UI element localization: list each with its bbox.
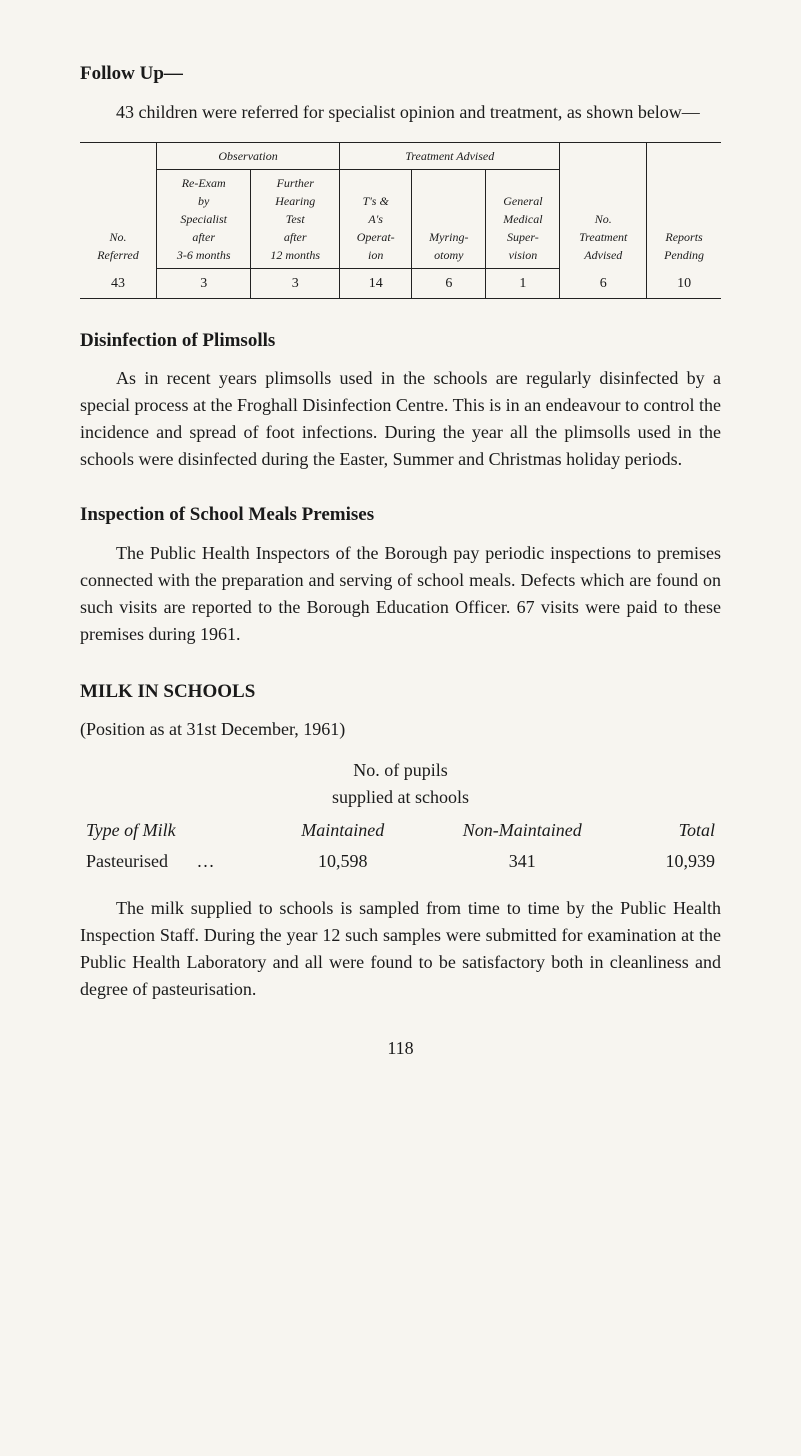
cell-reexam: 3 — [157, 268, 251, 298]
col-no-treatment: No. Treatment Advised — [560, 142, 647, 268]
col-myring: Myring- otomy — [412, 169, 486, 268]
col-reexam: Re-Exam by Specialist after 3-6 months — [157, 169, 251, 268]
para-intro: 43 children were referred for specialist… — [80, 99, 721, 126]
milk-dots: … — [196, 851, 214, 871]
milk-table: Type of Milk Maintained Non-Maintained T… — [80, 815, 721, 877]
para-inspection: The Public Health Inspectors of the Boro… — [80, 540, 721, 648]
heading-disinfection: Disinfection of Plimsolls — [80, 327, 721, 356]
col-general: General Medical Super- vision — [486, 169, 560, 268]
para-disinfection: As in recent years plimsolls used in the… — [80, 365, 721, 473]
cell-reports: 10 — [647, 268, 721, 298]
milk-col-total: Total — [618, 815, 721, 846]
milk-supply-caption: No. of pupils supplied at schools — [80, 757, 721, 811]
colgroup-observation: Observation — [157, 142, 340, 169]
cell-general: 1 — [486, 268, 560, 298]
cell-further: 3 — [251, 268, 340, 298]
cell-referred: 43 — [80, 268, 157, 298]
para-milk-sampling: The milk supplied to schools is sampled … — [80, 895, 721, 1003]
cell-no-treatment: 6 — [560, 268, 647, 298]
para-milk-position: (Position as at 31st December, 1961) — [80, 716, 721, 743]
col-reports-pending: Reports Pending — [647, 142, 721, 268]
milk-col-type: Type of Milk — [80, 815, 259, 846]
milk-val-nonmaintained: 341 — [426, 846, 618, 877]
page-number: 118 — [80, 1035, 721, 1062]
milk-line1: No. of pupils — [353, 760, 448, 780]
milk-row-label: Pasteurised … — [80, 846, 259, 877]
milk-val-maintained: 10,598 — [259, 846, 426, 877]
heading-inspection: Inspection of School Meals Premises — [80, 501, 721, 530]
milk-col-nonmaintained: Non-Maintained — [426, 815, 618, 846]
milk-val-total: 10,939 — [618, 846, 721, 877]
milk-col-maintained: Maintained — [259, 815, 426, 846]
col-tsa: T's & A's Operat- ion — [340, 169, 412, 268]
milk-pasteurised: Pasteurised — [86, 851, 168, 871]
heading-milk: MILK IN SCHOOLS — [80, 678, 721, 707]
colgroup-treatment: Treatment Advised — [340, 142, 560, 169]
cell-myring: 6 — [412, 268, 486, 298]
heading-follow-up: Follow Up— — [80, 60, 721, 89]
observation-table: No. Referred Observation Treatment Advis… — [80, 142, 721, 299]
col-no-referred: No. Referred — [80, 142, 157, 268]
cell-tsa: 14 — [340, 268, 412, 298]
col-further: Further Hearing Test after 12 months — [251, 169, 340, 268]
milk-line2: supplied at schools — [332, 787, 469, 807]
